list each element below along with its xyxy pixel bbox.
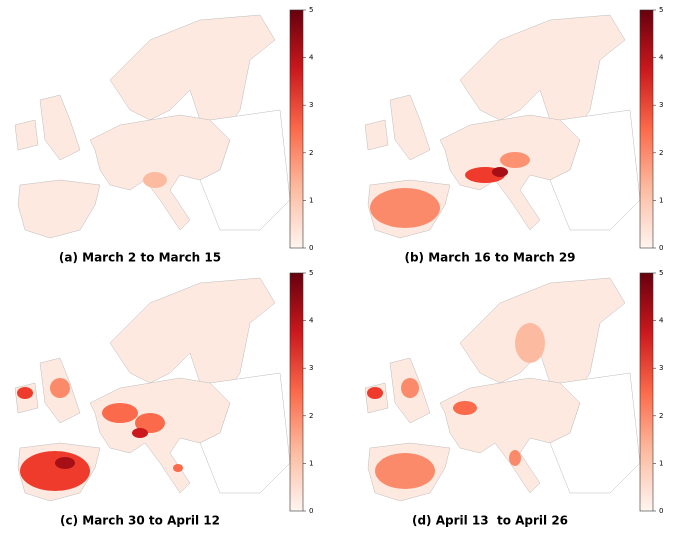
region (453, 401, 477, 415)
colorbar-tick-label: 0 (309, 507, 313, 515)
colorbar-tick-label: 3 (659, 101, 663, 109)
colorbar (639, 9, 654, 249)
region (132, 428, 148, 438)
caption: (a) March 2 to March 15 (59, 251, 221, 265)
colorbar-tick-label: 2 (309, 412, 313, 420)
colorbar (289, 9, 304, 249)
region (370, 188, 440, 228)
colorbar-tick-label: 4 (659, 317, 664, 325)
region (500, 152, 530, 168)
colorbar-tick-label: 2 (309, 149, 313, 157)
colorbar-tick-label: 5 (659, 6, 663, 14)
colorbar-tick-label: 4 (309, 317, 314, 325)
region (492, 167, 508, 177)
colorbar-tick-label: 1 (659, 459, 663, 467)
colorbar-tick-label: 2 (659, 149, 663, 157)
colorbar (639, 272, 654, 512)
region (515, 323, 545, 363)
region (20, 451, 90, 491)
colorbar-tick-label: 5 (309, 6, 313, 14)
region (375, 453, 435, 489)
colorbar-tick-label: 2 (659, 412, 663, 420)
panel: (b) March 16 to March 29 0 1 2 3 4 5 (364, 6, 664, 265)
caption: (c) March 30 to April 12 (60, 514, 220, 528)
colorbar-tick-label: 1 (309, 196, 313, 204)
colorbar-tick-label: 0 (309, 244, 313, 252)
colorbar-tick-label: 4 (659, 54, 664, 62)
map (14, 14, 291, 239)
colorbar-tick-label: 4 (309, 54, 314, 62)
colorbar-tick-label: 0 (659, 507, 663, 515)
colorbar-tick-label: 5 (659, 269, 663, 277)
colorbar-tick-label: 3 (659, 364, 663, 372)
region (173, 464, 183, 472)
caption: (b) March 16 to March 29 (404, 251, 575, 265)
colorbar (289, 272, 304, 512)
region (50, 378, 70, 398)
region (135, 413, 165, 433)
panel: (d) April 13 to April 26 0 1 2 3 4 5 (364, 269, 664, 528)
region (102, 403, 138, 423)
region (367, 387, 383, 399)
colorbar-tick-label: 3 (309, 101, 313, 109)
colorbar-tick-label: 0 (659, 244, 663, 252)
region (17, 387, 33, 399)
caption: (d) April 13 to April 26 (412, 514, 568, 528)
colorbar-tick-label: 3 (309, 364, 313, 372)
region (401, 378, 419, 398)
colorbar-tick-label: 5 (309, 269, 313, 277)
panel: (c) March 30 to April 12 0 1 2 3 4 5 (14, 269, 314, 528)
region (143, 172, 167, 188)
colorbar-tick-label: 1 (309, 459, 313, 467)
region (509, 450, 521, 466)
colorbar-tick-label: 1 (659, 196, 663, 204)
panel: (a) March 2 to March 15 0 1 2 3 4 5 (14, 6, 314, 265)
region (55, 457, 75, 469)
